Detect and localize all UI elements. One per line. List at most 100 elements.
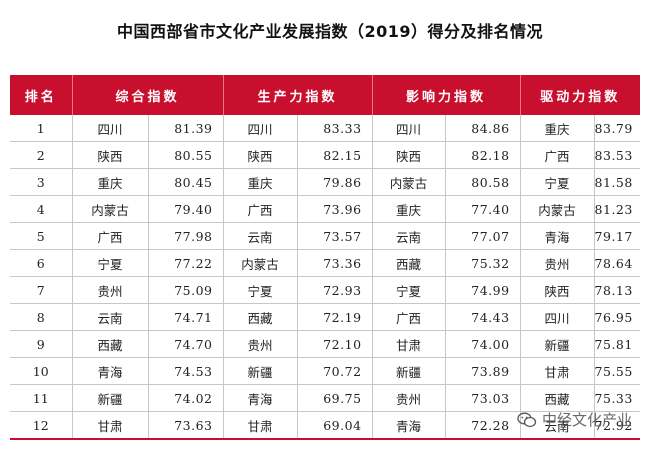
composite-province-cell: 四川 bbox=[71, 115, 148, 142]
production-province-cell: 陕西 bbox=[222, 141, 298, 169]
driving-score-cell: 81.58 bbox=[593, 168, 641, 196]
driving-score-cell: 83.53 bbox=[593, 141, 641, 169]
composite-province-cell: 青海 bbox=[71, 357, 148, 385]
composite-score-cell: 79.40 bbox=[147, 195, 224, 223]
influence-score-cell: 82.18 bbox=[444, 141, 521, 169]
production-score-cell: 72.10 bbox=[296, 330, 373, 358]
watermark-text: 中经文化产业 bbox=[541, 411, 632, 429]
rank-cell: 4 bbox=[10, 195, 72, 223]
composite-province-cell: 重庆 bbox=[71, 168, 148, 196]
page-title: 中国西部省市文化产业发展指数（2019）得分及排名情况 bbox=[116, 22, 544, 41]
composite-score-cell: 74.71 bbox=[147, 303, 224, 331]
driving-score-cell: 72.92 bbox=[593, 411, 641, 440]
production-province-cell: 重庆 bbox=[222, 168, 298, 196]
production-province-cell: 广西 bbox=[222, 195, 298, 223]
table-row: 2 陕西 80.55 陕西 82.15 陕西 82.18 广西 83.53 bbox=[10, 141, 641, 169]
composite-score-cell: 81.39 bbox=[147, 115, 224, 142]
driving-score-cell: 75.33 bbox=[593, 384, 641, 412]
production-score-cell: 73.57 bbox=[296, 222, 373, 250]
influence-province-cell: 贵州 bbox=[371, 384, 446, 412]
table-row: 3 重庆 80.45 重庆 79.86 内蒙古 80.58 宁夏 81.58 bbox=[10, 168, 641, 196]
composite-score-cell: 75.09 bbox=[147, 276, 224, 304]
influence-score-cell: 74.99 bbox=[444, 276, 521, 304]
production-score-cell: 73.96 bbox=[296, 195, 373, 223]
influence-score-cell: 73.89 bbox=[444, 357, 521, 385]
index-table-container: 排名 综合指数 生产力指数 影响力指数 驱动力指数 1 四川 81.39 四川 83.3… bbox=[10, 75, 641, 440]
table-row: 5 广西 77.98 云南 73.57 云南 77.07 青海 79.17 bbox=[10, 222, 641, 250]
driving-province-cell: 重庆 bbox=[519, 115, 595, 142]
composite-province-cell: 新疆 bbox=[71, 384, 148, 412]
composite-score-cell: 80.45 bbox=[147, 168, 224, 196]
header-influence-index: 影响力指数 bbox=[371, 75, 521, 115]
influence-score-cell: 84.86 bbox=[444, 115, 521, 142]
driving-province-cell: 陕西 bbox=[519, 276, 595, 304]
composite-score-cell: 77.98 bbox=[147, 222, 224, 250]
driving-score-cell: 78.13 bbox=[593, 276, 641, 304]
composite-score-cell: 74.70 bbox=[147, 330, 224, 358]
influence-province-cell: 新疆 bbox=[371, 357, 446, 385]
composite-province-cell: 内蒙古 bbox=[71, 195, 148, 223]
composite-province-cell: 云南 bbox=[71, 303, 148, 331]
production-province-cell: 西藏 bbox=[222, 303, 298, 331]
table-row: 7 贵州 75.09 宁夏 72.93 宁夏 74.99 陕西 78.13 bbox=[10, 276, 641, 304]
production-score-cell: 73.36 bbox=[296, 249, 373, 277]
driving-score-cell: 81.23 bbox=[593, 195, 641, 223]
driving-score-cell: 75.55 bbox=[593, 357, 641, 385]
production-province-cell: 甘肃 bbox=[222, 411, 298, 440]
driving-province-cell: 广西 bbox=[519, 141, 595, 169]
driving-score-cell: 79.17 bbox=[593, 222, 641, 250]
influence-province-cell: 陕西 bbox=[371, 141, 446, 169]
driving-score-cell: 83.79 bbox=[593, 115, 641, 142]
header-rank: 排名 bbox=[10, 75, 72, 115]
influence-province-cell: 甘肃 bbox=[371, 330, 446, 358]
driving-score-cell: 78.64 bbox=[593, 249, 641, 277]
header-composite-index: 综合指数 bbox=[71, 75, 224, 115]
driving-province-cell: 内蒙古 bbox=[519, 195, 595, 223]
influence-score-cell: 72.28 bbox=[444, 411, 521, 440]
rank-cell: 9 bbox=[10, 330, 72, 358]
composite-score-cell: 77.22 bbox=[147, 249, 224, 277]
composite-score-cell: 80.55 bbox=[147, 141, 224, 169]
table-row: 11 新疆 74.02 青海 69.75 贵州 73.03 西藏 75.33 bbox=[10, 384, 641, 412]
production-score-cell: 72.93 bbox=[296, 276, 373, 304]
driving-score-cell: 75.81 bbox=[593, 330, 641, 358]
driving-province-cell: 甘肃 bbox=[519, 357, 595, 385]
rank-cell: 3 bbox=[10, 168, 72, 196]
influence-province-cell: 广西 bbox=[371, 303, 446, 331]
table-row: 1 四川 81.39 四川 83.33 四川 84.86 重庆 83.79 bbox=[10, 115, 641, 142]
driving-province-cell: 新疆 bbox=[519, 330, 595, 358]
header-driving-index: 驱动力指数 bbox=[519, 75, 641, 115]
rank-cell: 11 bbox=[10, 384, 72, 412]
production-province-cell: 宁夏 bbox=[222, 276, 298, 304]
influence-province-cell: 四川 bbox=[371, 115, 446, 142]
production-score-cell: 83.33 bbox=[296, 115, 373, 142]
driving-province-cell: 宁夏 bbox=[519, 168, 595, 196]
header-production-index: 生产力指数 bbox=[222, 75, 373, 115]
rank-cell: 12 bbox=[10, 411, 72, 440]
composite-province-cell: 贵州 bbox=[71, 276, 148, 304]
composite-score-cell: 74.53 bbox=[147, 357, 224, 385]
table-row: 8 云南 74.71 西藏 72.19 广西 74.43 四川 76.95 bbox=[10, 303, 641, 331]
production-score-cell: 82.15 bbox=[296, 141, 373, 169]
driving-province-cell: 贵州 bbox=[519, 249, 595, 277]
influence-score-cell: 75.32 bbox=[444, 249, 521, 277]
composite-score-cell: 73.63 bbox=[147, 411, 224, 440]
composite-province-cell: 宁夏 bbox=[71, 249, 148, 277]
rank-cell: 2 bbox=[10, 141, 72, 169]
rank-cell: 1 bbox=[10, 115, 72, 142]
influence-province-cell: 青海 bbox=[371, 411, 446, 440]
composite-score-cell: 74.02 bbox=[147, 384, 224, 412]
driving-score-cell: 76.95 bbox=[593, 303, 641, 331]
composite-province-cell: 甘肃 bbox=[71, 411, 148, 440]
production-province-cell: 新疆 bbox=[222, 357, 298, 385]
table-row: 6 宁夏 77.22 内蒙古 73.36 西藏 75.32 贵州 78.64 bbox=[10, 249, 641, 277]
production-score-cell: 69.75 bbox=[296, 384, 373, 412]
table-row: 10 青海 74.53 新疆 70.72 新疆 73.89 甘肃 75.55 bbox=[10, 357, 641, 385]
influence-score-cell: 74.43 bbox=[444, 303, 521, 331]
production-score-cell: 72.19 bbox=[296, 303, 373, 331]
influence-score-cell: 74.00 bbox=[444, 330, 521, 358]
influence-province-cell: 宁夏 bbox=[371, 276, 446, 304]
rank-cell: 8 bbox=[10, 303, 72, 331]
wechat-icon bbox=[517, 412, 537, 428]
production-province-cell: 贵州 bbox=[222, 330, 298, 358]
